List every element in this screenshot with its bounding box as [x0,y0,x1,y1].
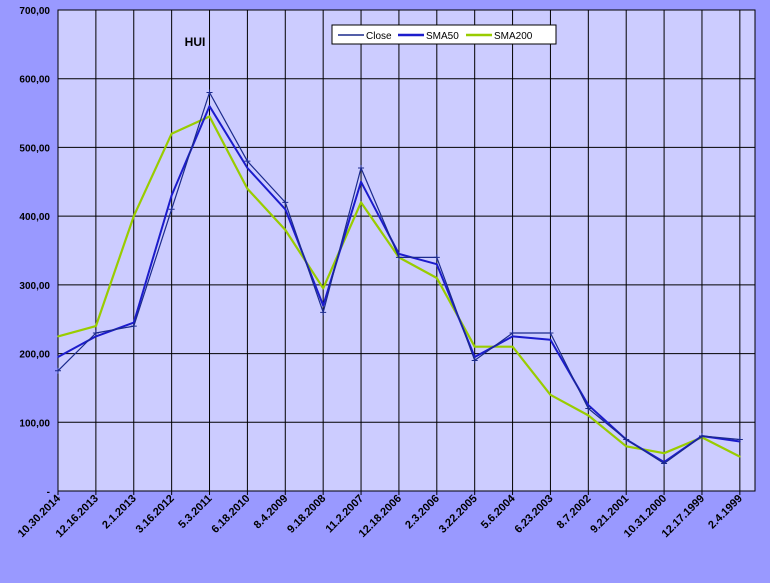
sma50-point [436,263,438,266]
close-point [433,254,440,261]
close-point [509,329,516,336]
sma200-point [170,132,173,135]
legend: Close SMA50 SMA200 [331,24,557,45]
close-point [471,357,478,364]
series-layer [55,89,743,467]
close-point [358,165,365,172]
y-tick-label: 600,00 [19,75,50,86]
sma200-point [549,394,552,396]
sma200-point [284,229,287,231]
sma200-point [511,345,514,348]
sma200-point [208,115,211,118]
sma50-point [398,253,400,255]
sma50-point [322,304,324,307]
close-point [130,323,137,330]
sma200-point [587,414,590,417]
series-close [55,89,743,467]
close-point [623,436,630,443]
close-point [736,436,743,443]
y-tick-label: - [47,487,50,498]
sma50-point [95,335,97,338]
sma50-point [511,335,514,338]
sma200-point [57,335,59,338]
y-tick-label: 700,00 [19,6,50,17]
sma200-point [360,201,362,204]
close-point [585,405,592,412]
close-point [282,199,289,206]
sma200-point [436,277,438,279]
sma50-point [473,356,476,358]
sma50-point [246,167,249,169]
sma200-point [246,187,249,190]
chart-title: HUI [185,35,206,49]
y-tick-label: 300,00 [19,281,50,292]
sma200-point [663,452,665,455]
legend-label-sma50: SMA50 [426,31,459,42]
sma200-point [473,345,476,348]
sma200-point [132,215,135,217]
y-tick-label: 400,00 [19,212,50,223]
close-point [92,329,99,336]
sma200-point [322,287,324,290]
plot-area [57,9,756,492]
close-point [320,309,327,316]
close-point [395,254,402,261]
y-tick-label: 100,00 [19,418,50,429]
sma200-point [625,445,628,448]
close-point [547,329,554,336]
close-point [55,367,61,374]
legend-label-sma200: SMA200 [494,31,533,42]
sma50-point [170,194,173,197]
y-tick-label: 200,00 [19,350,50,361]
sma50-point [587,404,590,406]
close-point [698,433,705,440]
y-tick-label: 500,00 [19,143,50,154]
legend-label-close: Close [366,31,392,42]
legend-box [331,24,557,45]
close-point [661,460,668,467]
sma200-point [95,325,97,327]
close-point [168,206,175,213]
sma50-point [360,180,362,183]
sma50-point [549,339,552,341]
sma50-point [57,356,59,358]
close-point [206,89,213,96]
close-point [244,158,251,165]
sma50-point [284,208,287,211]
sma200-point [739,455,741,458]
sma50-point [208,105,211,107]
